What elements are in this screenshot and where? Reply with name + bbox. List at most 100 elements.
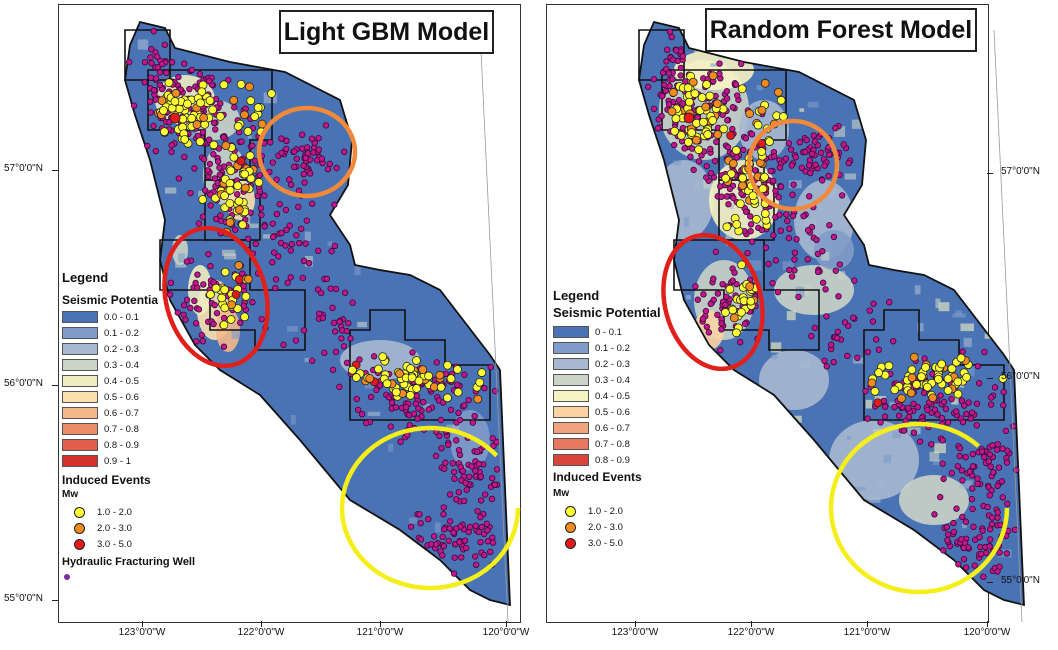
- well-point: [148, 46, 155, 53]
- seismic-potential-title: Seismic Potentia: [62, 293, 159, 307]
- well-point: [287, 181, 295, 188]
- well-point: [249, 142, 256, 149]
- well-point: [472, 522, 479, 530]
- induced-event-point: [250, 112, 260, 122]
- induced-events-title: Induced Events: [62, 473, 151, 487]
- legend-class-row: 0.8 - 0.9: [62, 437, 222, 453]
- well-point: [244, 235, 252, 242]
- well-point: [272, 284, 279, 292]
- potential-cell: [734, 430, 742, 438]
- induced-event-point: [897, 393, 906, 403]
- well-point: [962, 518, 970, 525]
- well-point: [462, 479, 469, 487]
- well-point: [302, 240, 309, 247]
- induced-event-point: [245, 82, 254, 92]
- potential-cell: [950, 247, 964, 256]
- well-point: [330, 319, 338, 327]
- latitude-label: 56°0'0"N: [4, 378, 43, 389]
- well-point: [650, 76, 658, 83]
- induced-event-point: [736, 307, 746, 317]
- well-point: [174, 309, 182, 316]
- event-label: 3.0 - 5.0: [97, 538, 132, 550]
- induced-event-point: [159, 106, 168, 115]
- well-point: [273, 176, 280, 183]
- well-point: [451, 475, 458, 482]
- well-point: [461, 402, 468, 409]
- well-point: [1004, 500, 1011, 507]
- potential-cell: [913, 102, 927, 113]
- induced-event-point: [412, 356, 421, 365]
- induced-event-point: [231, 290, 241, 299]
- well-point: [717, 347, 724, 354]
- well-point: [811, 138, 818, 145]
- well-point: [362, 419, 370, 427]
- well-point: [341, 148, 348, 156]
- legend-heading: Legend: [62, 270, 109, 285]
- potential-cell: [909, 69, 916, 79]
- well-point: [478, 523, 485, 531]
- induced-event-point: [690, 89, 700, 98]
- well-point: [261, 223, 268, 230]
- well-point: [276, 201, 283, 208]
- well-point: [733, 154, 740, 161]
- induced-event-point: [776, 95, 786, 105]
- induced-event-point: [753, 120, 763, 130]
- well-point: [789, 191, 796, 198]
- well-point: [673, 47, 680, 54]
- well-point: [303, 217, 310, 224]
- well-point: [387, 423, 394, 430]
- well-point: [841, 319, 849, 326]
- well-point: [877, 419, 884, 426]
- potential-cell: [755, 51, 767, 63]
- well-point: [937, 493, 944, 501]
- well-point: [904, 404, 912, 412]
- well-point: [430, 533, 438, 540]
- induced-event-point: [683, 112, 695, 124]
- well-point: [875, 346, 883, 353]
- well-point: [1002, 427, 1010, 435]
- induced-event-point: [240, 312, 249, 322]
- well-point: [819, 279, 827, 286]
- induced-event-point: [670, 126, 680, 136]
- well-point: [979, 527, 986, 534]
- well-point: [207, 202, 214, 209]
- well-point: [407, 523, 415, 530]
- red-circle: [661, 232, 765, 372]
- well-point: [251, 157, 258, 165]
- well-point: [679, 53, 687, 60]
- well-point: [471, 553, 479, 560]
- well-point: [258, 211, 265, 219]
- induced-event-point: [236, 79, 246, 89]
- class-label: 0.3 - 0.4: [595, 374, 630, 386]
- well-point: [662, 87, 670, 95]
- well-point: [205, 136, 213, 143]
- well-point: [287, 274, 294, 281]
- class-label: 0.6 - 0.7: [595, 422, 630, 434]
- graticule-line: [993, 29, 1023, 623]
- well-point: [300, 170, 307, 178]
- map-title: Light GBM Model: [279, 10, 494, 54]
- legend-class-row: 0.1 - 0.2: [553, 340, 713, 356]
- induced-event-point: [906, 388, 916, 398]
- potential-cell: [903, 178, 914, 187]
- well-point: [956, 445, 964, 452]
- hydraulic-well-title: Hydraulic Fracturing Well: [62, 556, 196, 568]
- well-point: [973, 422, 980, 429]
- well-point: [168, 58, 176, 66]
- induced-event-point: [907, 373, 917, 383]
- well-point: [950, 519, 957, 527]
- class-swatch: [553, 374, 589, 386]
- well-point: [373, 386, 380, 394]
- well-point: [469, 419, 477, 426]
- well-point: [948, 469, 955, 477]
- well-point: [458, 554, 465, 561]
- well-point: [205, 250, 212, 258]
- induced-event-point: [912, 380, 921, 389]
- well-point: [323, 275, 331, 283]
- well-point: [216, 164, 223, 171]
- well-point: [491, 387, 499, 395]
- well-point: [406, 421, 413, 429]
- induced-event-point: [225, 198, 235, 208]
- latitude-label: 57°0'0"N: [4, 163, 43, 174]
- well-point: [737, 339, 744, 346]
